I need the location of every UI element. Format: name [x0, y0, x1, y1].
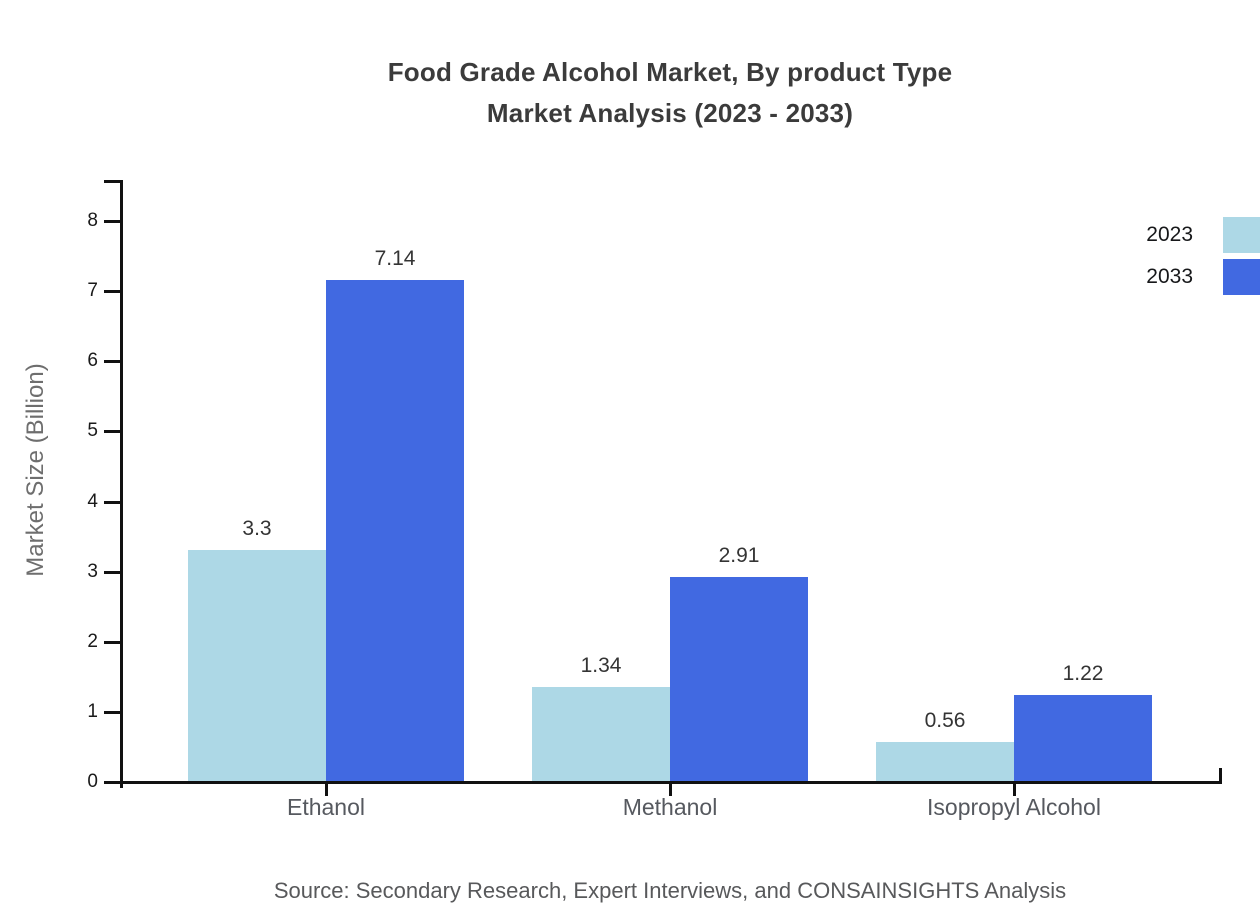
bar: [188, 550, 326, 781]
y-tick: [104, 360, 122, 364]
bar-value-label: 1.22: [1062, 662, 1104, 685]
x-tick: [325, 781, 328, 796]
legend-swatch: [1223, 217, 1260, 253]
y-tick: [104, 640, 122, 644]
bar: [532, 687, 670, 781]
y-tick: [104, 220, 122, 223]
y-tick-label: 8: [87, 210, 98, 231]
y-tick-label: 6: [87, 350, 98, 372]
x-axis-end-cap: [1219, 768, 1222, 784]
x-tick: [669, 781, 672, 796]
y-tick-label: 1: [87, 700, 98, 722]
y-tick: [104, 710, 122, 714]
bar: [876, 742, 1014, 781]
legend-item: 2033: [1146, 259, 1260, 295]
source-note: Source: Secondary Research, Expert Inter…: [273, 878, 1067, 903]
y-tick-label: 3: [87, 560, 98, 582]
bar: [670, 577, 808, 781]
chart-title-line2: Market Analysis (2023 - 2033): [486, 98, 854, 128]
legend-label: 2023: [1146, 223, 1193, 246]
y-tick-label: 7: [87, 280, 98, 302]
x-axis-line: [108, 781, 1222, 784]
y-tick: [104, 781, 122, 784]
x-category-label: Ethanol: [286, 794, 365, 820]
chart-title: Food Grade Alcohol Market, By product Ty…: [80, 52, 1260, 134]
y-axis-title: Market Size (Billion): [22, 363, 49, 577]
legend-swatch: [1223, 259, 1260, 295]
y-tick: [104, 430, 122, 434]
bar-value-label: 2.91: [718, 544, 760, 567]
y-tick-label: 0: [87, 771, 98, 792]
y-axis-end-cap: [104, 180, 123, 183]
chart-title-line1: Food Grade Alcohol Market, By product Ty…: [387, 57, 953, 87]
x-tick: [1013, 781, 1016, 796]
bar-value-label: 1.34: [580, 654, 622, 677]
bar: [1014, 695, 1152, 781]
y-tick-label: 5: [87, 420, 98, 442]
y-tick-label: 2: [87, 630, 98, 652]
legend-item: 2023: [1146, 217, 1260, 253]
y-tick: [104, 290, 122, 294]
bar-value-label: 3.3: [242, 517, 272, 540]
bar: [326, 280, 464, 781]
y-axis-line: [120, 180, 123, 788]
y-tick-label: 4: [87, 490, 98, 512]
legend-label: 2033: [1146, 265, 1193, 288]
x-category-label: Methanol: [622, 794, 718, 820]
x-category-label: Isopropyl Alcohol: [927, 794, 1101, 820]
legend: 2023 2033: [1146, 217, 1260, 301]
bar-value-label: 7.14: [374, 247, 416, 270]
bar-value-label: 0.56: [924, 709, 966, 732]
y-tick: [104, 500, 122, 504]
y-tick: [104, 570, 122, 574]
